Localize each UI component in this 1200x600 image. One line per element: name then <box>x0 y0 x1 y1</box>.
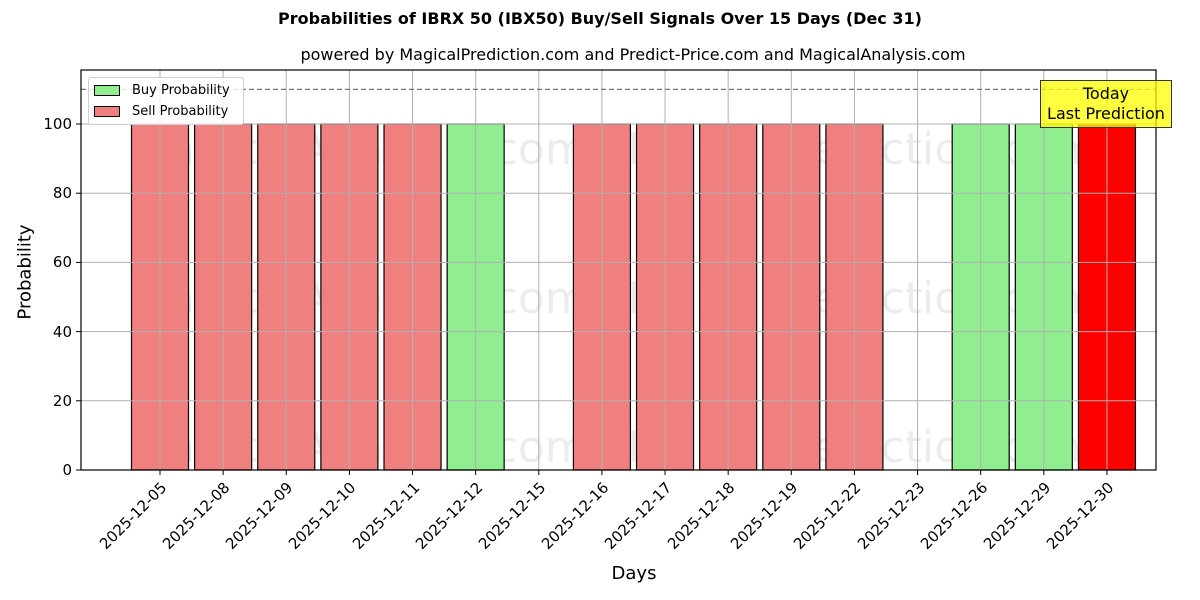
today-annotation: Today Last Prediction <box>1040 80 1172 128</box>
y-tick-label: 40 <box>52 322 72 341</box>
y-tick-label: 0 <box>62 461 72 479</box>
y-tick-label: 100 <box>43 115 72 133</box>
legend-item-buy: Buy Probability <box>94 82 230 98</box>
y-tick-label: 20 <box>52 391 72 410</box>
y-tick-label: 60 <box>52 253 72 272</box>
chart-subtitle: powered by MagicalPrediction.com and Pre… <box>300 45 966 64</box>
sell-swatch-icon <box>94 105 120 117</box>
legend: Buy Probability Sell Probability <box>88 77 244 125</box>
buy-swatch-icon <box>94 84 120 96</box>
chart-title: Probabilities of IBRX 50 (IBX50) Buy/Sel… <box>278 9 922 28</box>
legend-item-sell: Sell Probability <box>94 103 228 119</box>
legend-sell-label: Sell Probability <box>132 103 229 119</box>
legend-buy-label: Buy Probability <box>132 82 230 98</box>
annotation-line-1: Today <box>1082 84 1130 103</box>
annotation-line-2: Last Prediction <box>1047 104 1165 123</box>
y-tick-label: 80 <box>52 184 72 203</box>
x-axis-label: Days <box>611 563 657 584</box>
y-axis-label: Probability <box>14 224 36 320</box>
